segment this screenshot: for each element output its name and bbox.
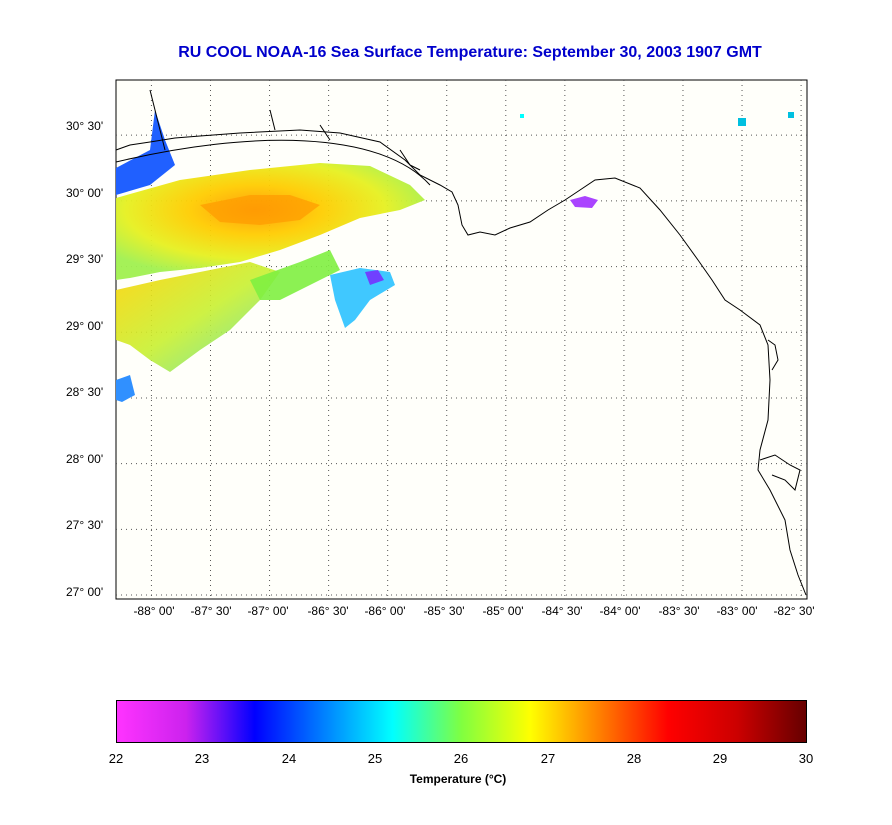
sst-warm-core	[200, 195, 320, 225]
lon-label: -82° 30'	[773, 604, 815, 618]
lat-label: 29° 30'	[66, 252, 104, 266]
colorbar-label: Temperature (°C)	[409, 772, 507, 786]
sst-speck-1	[738, 118, 746, 126]
lat-label: 28° 30'	[66, 385, 104, 399]
sst-patch-purple	[570, 196, 598, 208]
lon-label: -83° 00'	[716, 604, 758, 618]
lon-label: -87° 00'	[247, 604, 289, 618]
sst-patch-east2	[250, 250, 340, 300]
lat-label: 28° 00'	[66, 452, 104, 466]
coast-detail-east	[759, 454, 801, 491]
colorbar-tick: 29	[712, 751, 728, 766]
map-title: RU COOL NOAA-16 Sea Surface Temperature:…	[178, 44, 762, 61]
lon-label: -88° 00'	[133, 604, 175, 618]
lon-label: -87° 30'	[190, 604, 232, 618]
colorbar-tick: 23	[194, 751, 210, 766]
lon-label: -85° 30'	[423, 604, 465, 618]
map-frame	[115, 79, 808, 600]
lon-label: -85° 00'	[482, 604, 524, 618]
colorbar-tick: 25	[367, 751, 383, 766]
sst-patch-purple2	[365, 270, 384, 285]
lon-label: -86° 00'	[364, 604, 406, 618]
lat-label: 29° 00'	[66, 319, 104, 333]
coast-arc-outline	[115, 139, 431, 186]
lon-label: -83° 30'	[658, 604, 700, 618]
lat-label: 27° 00'	[66, 585, 104, 599]
lon-label: -86° 30'	[307, 604, 349, 618]
sst-speck-3	[520, 114, 524, 118]
sst-patch-small	[116, 375, 135, 402]
bay-detail	[149, 89, 779, 371]
colorbar-tick: 30	[798, 751, 814, 766]
lat-label: 27° 30'	[66, 518, 104, 532]
temperature-colorbar	[116, 700, 807, 743]
colorbar-tick: 27	[540, 751, 556, 766]
sst-patch-south	[116, 262, 280, 372]
coastline-panhandle	[115, 129, 807, 596]
lat-label: 30° 00'	[66, 186, 104, 200]
colorbar-tick: 26	[453, 751, 469, 766]
colorbar-tick: 22	[108, 751, 124, 766]
lon-label: -84° 00'	[599, 604, 641, 618]
colorbar-tick: 28	[626, 751, 642, 766]
lat-label: 30° 30'	[66, 119, 104, 133]
lon-label: -84° 30'	[541, 604, 583, 618]
colorbar-tick: 24	[281, 751, 297, 766]
sst-patch-east	[330, 268, 395, 328]
sst-speck-2	[788, 112, 794, 118]
